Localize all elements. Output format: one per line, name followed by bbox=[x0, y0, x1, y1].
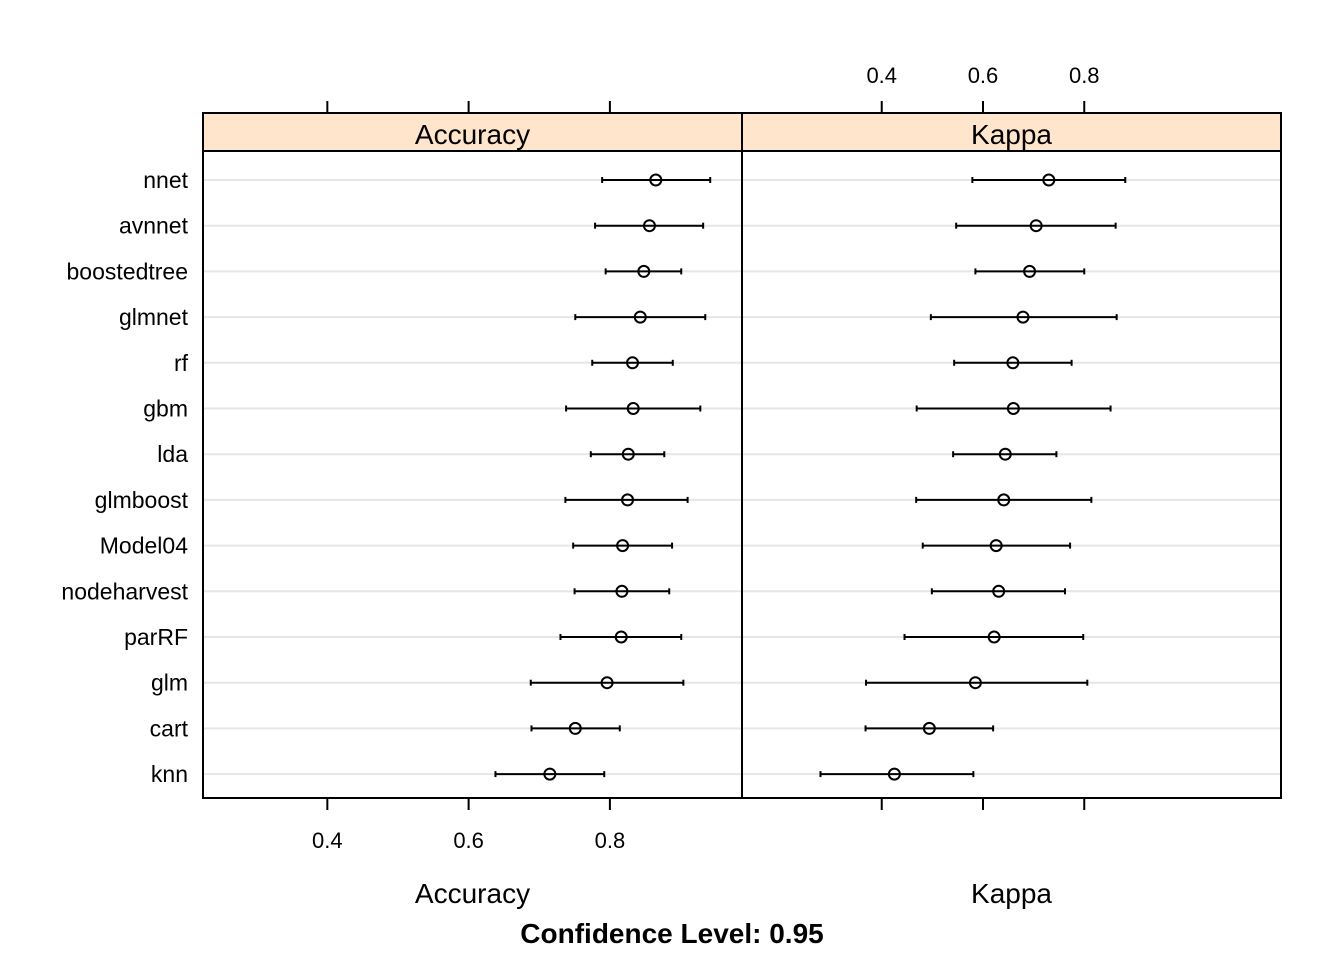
model-label-model04: Model04 bbox=[100, 533, 188, 559]
tick-label-kappa-2: 0.8 bbox=[1069, 63, 1100, 88]
model-label-knn: knn bbox=[151, 761, 188, 787]
model-label-cart: cart bbox=[150, 715, 189, 741]
point-accuracy-gbm bbox=[626, 402, 640, 415]
chart-caption: Confidence Level: 0.95 bbox=[520, 918, 823, 949]
panel-frames bbox=[202, 112, 1282, 799]
model-label-avnnet: avnnet bbox=[119, 213, 189, 239]
x-axis-title-kappa: Kappa bbox=[971, 878, 1052, 909]
tick-label-accuracy-2: 0.8 bbox=[595, 828, 626, 853]
model-label-lda: lda bbox=[157, 441, 188, 467]
tick-label-accuracy-1: 0.6 bbox=[453, 828, 484, 853]
point-accuracy-boostedtree bbox=[637, 264, 651, 278]
model-label-gbm: gbm bbox=[143, 396, 188, 422]
model-label-parrf: parRF bbox=[124, 624, 188, 650]
model-label-glmboost: glmboost bbox=[95, 487, 189, 513]
model-label-glmnet: glmnet bbox=[119, 304, 189, 330]
point-kappa-model04 bbox=[989, 539, 1003, 553]
point-kappa-lda bbox=[998, 447, 1012, 461]
panel-frame-accuracy bbox=[202, 112, 743, 799]
point-accuracy-rf bbox=[626, 356, 640, 370]
tick-label-kappa-0: 0.4 bbox=[866, 63, 897, 88]
point-kappa-cart bbox=[922, 721, 936, 735]
tick-label-kappa-1: 0.6 bbox=[968, 63, 999, 88]
model-label-boostedtree: boostedtree bbox=[67, 258, 188, 284]
point-kappa-gbm bbox=[1006, 402, 1020, 415]
point-kappa-rf bbox=[1006, 356, 1020, 370]
data-marks: nnet avnnet boostedtree glmnet rf gbm lda glmbo… bbox=[61, 167, 1127, 787]
strip-title-kappa: Kappa bbox=[971, 119, 1052, 150]
point-accuracy-nnet bbox=[649, 173, 663, 187]
x-axis-title-accuracy: Accuracy bbox=[415, 878, 530, 909]
model-label-nodeharvest: nodeharvest bbox=[61, 578, 188, 604]
point-accuracy-parrf bbox=[614, 630, 628, 644]
point-accuracy-nodeharvest bbox=[615, 584, 629, 598]
point-kappa-knn bbox=[887, 767, 901, 781]
point-accuracy-cart bbox=[568, 721, 582, 735]
point-kappa-nodeharvest bbox=[992, 584, 1006, 598]
point-kappa-avnnet bbox=[1029, 219, 1043, 233]
point-kappa-nnet bbox=[1042, 173, 1056, 187]
tick-label-accuracy-0: 0.4 bbox=[312, 828, 343, 853]
point-kappa-parrf bbox=[987, 630, 1001, 644]
point-accuracy-glm bbox=[600, 676, 614, 690]
model-label-rf: rf bbox=[174, 350, 189, 376]
point-accuracy-lda bbox=[621, 447, 635, 461]
strip-title-accuracy: Accuracy bbox=[415, 119, 530, 150]
point-accuracy-avnnet bbox=[642, 219, 656, 233]
axis-ticks: 0.4 0.6 0.8 0.4 0.6 0.8 bbox=[312, 63, 1100, 853]
point-accuracy-glmboost bbox=[621, 493, 635, 507]
point-kappa-boostedtree bbox=[1023, 264, 1037, 278]
point-kappa-glmnet bbox=[1016, 310, 1030, 324]
point-kappa-glm bbox=[968, 676, 982, 690]
model-label-nnet: nnet bbox=[143, 167, 188, 193]
point-accuracy-model04 bbox=[616, 539, 630, 553]
point-kappa-glmboost bbox=[997, 493, 1011, 507]
panel-frame-kappa bbox=[741, 112, 1282, 799]
point-accuracy-knn bbox=[543, 767, 557, 781]
model-label-glm: glm bbox=[151, 670, 188, 696]
point-accuracy-glmnet bbox=[633, 310, 647, 324]
